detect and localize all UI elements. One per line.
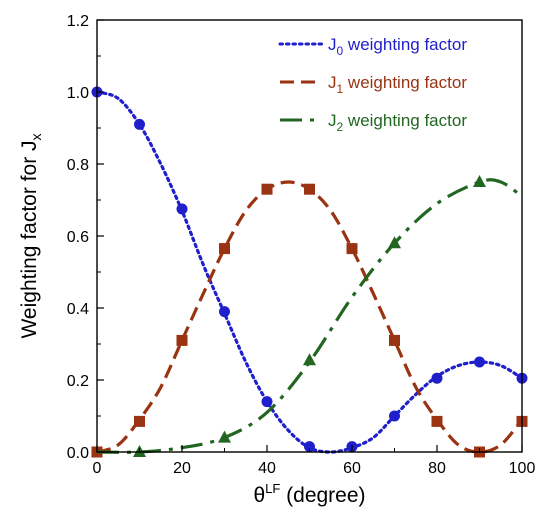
legend-label-j1-subscript: 1 xyxy=(337,82,344,96)
x-tick-label: 100 xyxy=(509,460,536,477)
data-point-j2 xyxy=(303,353,316,366)
series-j0 xyxy=(91,86,528,454)
legend-label-j0-rest: weighting factor xyxy=(343,35,467,54)
legend-label-j0: J0 weighting factor xyxy=(328,35,467,58)
data-point-j0 xyxy=(304,441,315,453)
legend: J0 weighting factor J1 weighting factor … xyxy=(278,35,467,134)
x-tick-label: 80 xyxy=(428,460,446,477)
legend-item-j2: J2 weighting factor xyxy=(280,111,467,134)
data-point-j1 xyxy=(134,415,145,427)
x-tick-label: 0 xyxy=(93,460,102,477)
series-layer xyxy=(91,86,528,458)
data-point-j1 xyxy=(346,243,358,255)
legend-label-j1-rest: weighting factor xyxy=(343,73,467,92)
data-point-j0 xyxy=(219,306,230,318)
data-point-j0 xyxy=(389,410,400,422)
y-axis-title: Weighting factor for Jx xyxy=(18,133,44,338)
y-tick-label: 0.8 xyxy=(67,157,89,174)
data-point-j2 xyxy=(473,175,486,187)
x-tick-label: 60 xyxy=(343,460,361,477)
data-point-j0 xyxy=(431,372,443,384)
x-axis-title-rest: (degree) xyxy=(280,484,365,507)
data-point-j0 xyxy=(176,203,188,215)
data-point-j0 xyxy=(474,356,485,368)
y-tick-label: 0.4 xyxy=(67,301,89,318)
legend-label-j2-subscript: 2 xyxy=(337,120,344,134)
legend-item-j1: J1 weighting factor xyxy=(280,73,467,96)
x-tick-label: 40 xyxy=(258,460,276,477)
legend-label-j2-main: J xyxy=(328,111,337,130)
data-point-j1 xyxy=(261,183,273,195)
series-j2 xyxy=(96,175,523,457)
y-tick-label: 1.2 xyxy=(67,13,89,30)
x-axis-title-superscript: LF xyxy=(265,481,280,496)
data-point-j0 xyxy=(134,118,145,130)
data-point-j1 xyxy=(176,334,188,346)
legend-label-j2-rest: weighting factor xyxy=(343,111,467,130)
y-tick-label: 1.0 xyxy=(67,85,89,102)
y-tick-label: 0.0 xyxy=(67,445,89,462)
data-point-j1 xyxy=(431,415,443,427)
data-point-j2 xyxy=(218,430,231,443)
legend-label-j0-subscript: 0 xyxy=(337,44,344,58)
data-point-j1 xyxy=(304,183,315,195)
data-point-j2 xyxy=(388,236,401,249)
legend-item-j0: J0 weighting factor xyxy=(278,35,467,58)
legend-label-j1-main: J xyxy=(328,73,337,92)
legend-label-j2: J2 weighting factor xyxy=(328,111,467,134)
data-point-j1 xyxy=(389,334,400,346)
y-tick-label: 0.6 xyxy=(67,229,89,246)
legend-label-j1: J1 weighting factor xyxy=(328,73,467,96)
series-line-j2 xyxy=(96,178,523,454)
x-axis-title: θLF (degree) xyxy=(253,481,365,507)
data-point-j0 xyxy=(261,396,273,408)
y-tick-label: 0.2 xyxy=(67,373,89,390)
data-point-j1 xyxy=(219,243,230,255)
y-axis-title-main: Weighting factor for J xyxy=(18,140,41,338)
y-axis-title-subscript: x xyxy=(28,133,44,140)
x-axis-title-symbol: θ xyxy=(253,484,265,507)
x-tick-label: 20 xyxy=(173,460,191,477)
legend-label-j0-main: J xyxy=(328,35,337,54)
